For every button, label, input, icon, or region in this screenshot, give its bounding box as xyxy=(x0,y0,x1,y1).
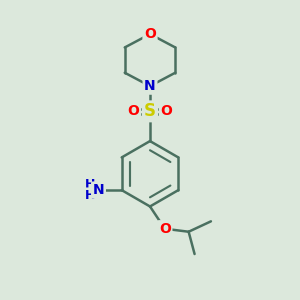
Text: O: O xyxy=(144,27,156,41)
Text: O: O xyxy=(159,222,171,236)
Text: O: O xyxy=(128,104,140,118)
Text: S: S xyxy=(144,102,156,120)
Text: N: N xyxy=(144,79,156,93)
Text: O: O xyxy=(160,104,172,118)
Text: N: N xyxy=(93,183,104,197)
Text: H: H xyxy=(85,189,96,202)
Text: H: H xyxy=(85,178,96,191)
